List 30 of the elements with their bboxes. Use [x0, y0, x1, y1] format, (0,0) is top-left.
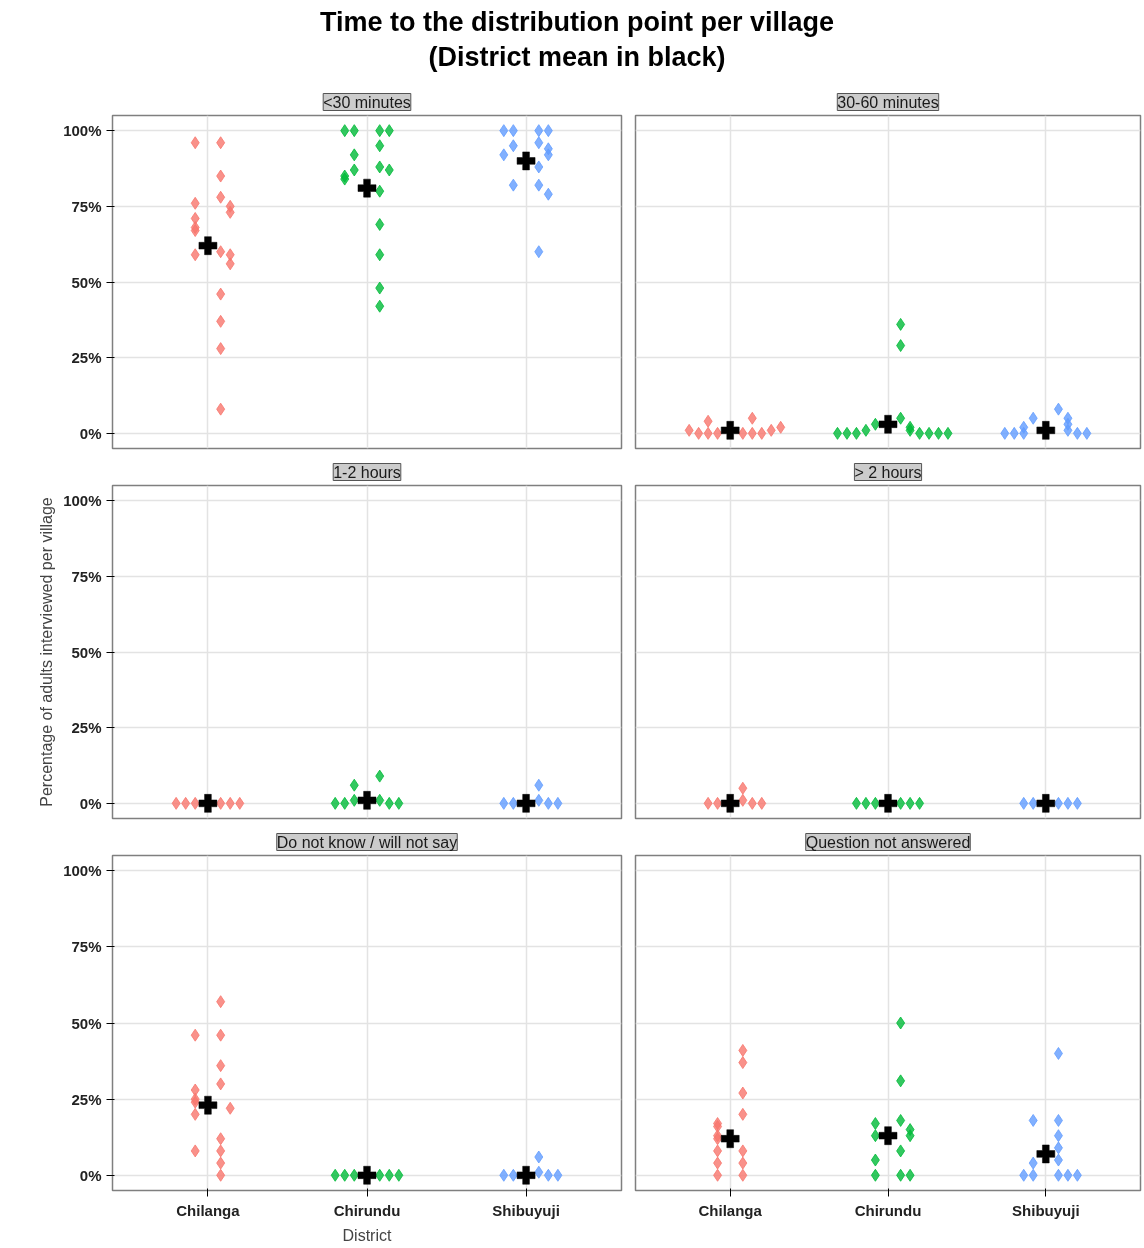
chart-subtitle: Do not know / will not say — [276, 833, 458, 851]
y-tick-label: 50% — [71, 1014, 102, 1032]
y-tick-label: 75% — [71, 197, 102, 215]
chart-title: Time to the distribution point per village (District mean in black) — [319, 6, 835, 75]
y-tick-label: 0% — [79, 424, 102, 442]
y-tick-label: 100% — [63, 492, 102, 510]
y-tick-label: 100% — [63, 862, 102, 880]
x-axis-title: District — [342, 1226, 392, 1244]
y-tick-label: 75% — [71, 567, 102, 585]
y-tick-label: 75% — [71, 938, 102, 956]
x-tick-label: Chilanga — [698, 1201, 763, 1219]
y-axis-title: Percentage of adults interviewed per village — [38, 497, 56, 807]
chart-subtitle: Question not answered — [805, 833, 971, 851]
y-tick-label: 0% — [79, 1166, 102, 1184]
y-tick-label: 25% — [71, 719, 102, 737]
chart-subtitle: 1-2 hours — [333, 463, 401, 481]
x-tick-label: Chilanga — [176, 1201, 241, 1219]
chart-subtitle: <30 minutes — [323, 93, 411, 111]
x-tick-label: Chirundu — [333, 1201, 401, 1219]
x-tick-label: Shibuyuji — [1012, 1201, 1080, 1219]
x-tick-label: Chirundu — [854, 1201, 922, 1219]
y-tick-label: 0% — [79, 794, 102, 812]
x-tick-label: Shibuyuji — [492, 1201, 560, 1219]
y-tick-label: 25% — [71, 349, 102, 367]
y-tick-label: 25% — [71, 1090, 102, 1108]
y-tick-label: 100% — [63, 122, 102, 140]
chart-subtitle: 30-60 minutes — [837, 93, 939, 111]
chart-subtitle: > 2 hours — [854, 463, 922, 481]
y-tick-label: 50% — [71, 643, 102, 661]
y-tick-label: 50% — [71, 273, 102, 291]
